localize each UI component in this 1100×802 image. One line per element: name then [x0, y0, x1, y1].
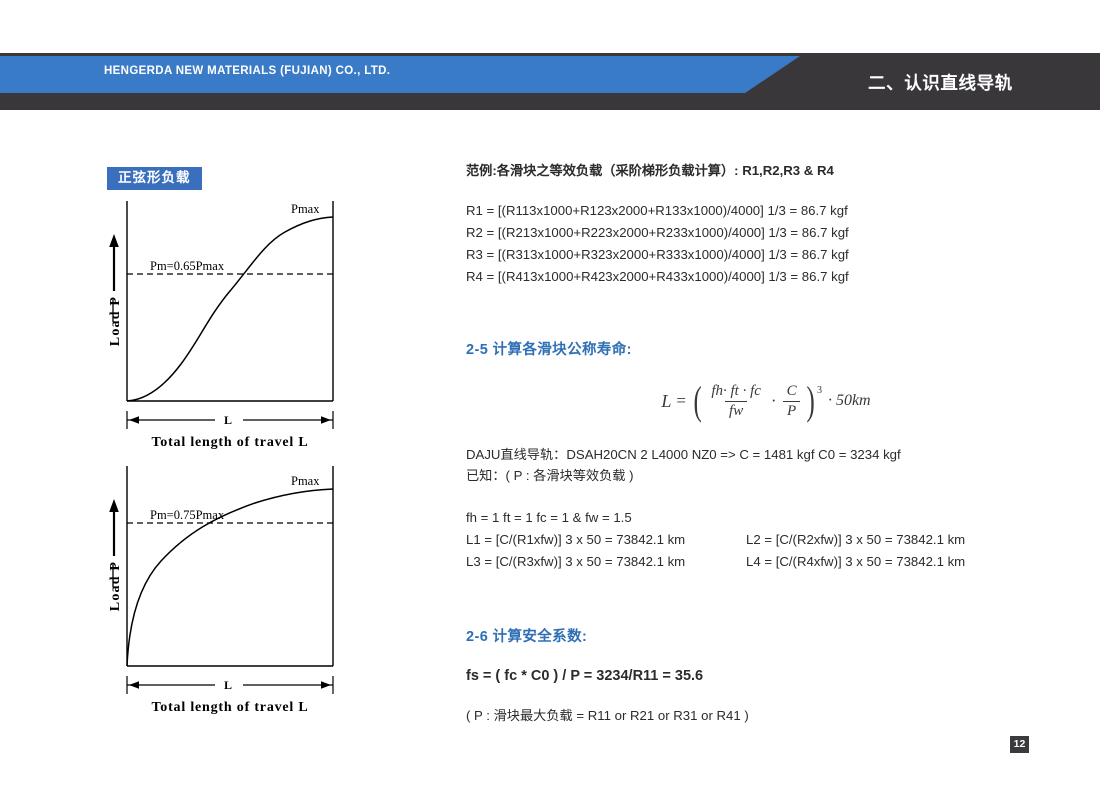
spacer — [466, 688, 1066, 705]
r4-line: R4 = [(R413x1000+R423x2000+R433x1000)/40… — [466, 268, 849, 284]
load-axis-arrow-head — [109, 499, 119, 512]
formula-equals: = — [676, 391, 687, 411]
span-arrow-left — [129, 416, 139, 424]
load-curve — [126, 488, 334, 667]
formula-tail: · 50km — [827, 392, 871, 410]
formula-lhs: L — [661, 390, 672, 411]
chart-sine-1-svg: L Pm=0.65Pmax Pmax Load P Total length o… — [108, 201, 334, 450]
span-arrow-right — [321, 681, 331, 689]
chart-section-label: 正弦形负载 — [107, 167, 202, 190]
span-arrow-left — [129, 681, 139, 689]
example-heading: 范例:各滑块之等效负载（采阶梯形负载计算）: R1,R2,R3 & R4 — [466, 163, 834, 178]
r2-line: R2 = [(R213x1000+R223x2000+R233x1000)/40… — [466, 224, 849, 240]
spacer — [466, 182, 1066, 200]
life-l1: L1 = [C/(R1xfw)] 3 x 50 = 73842.1 km — [466, 532, 686, 548]
y-axis-label: Load P — [108, 561, 123, 611]
header-blue-band — [0, 56, 800, 93]
daju-spec-line: DAJU直线导轨：DSAH20CN 2 L4000 NZ0 => C = 148… — [466, 446, 901, 462]
section-title: 二、认识直线导轨 — [868, 73, 1013, 93]
pm-label: Pm=0.75Pmax — [150, 508, 225, 522]
section-2-5-heading: 2-5 计算各滑块公称寿命: — [466, 341, 632, 358]
x-axis-label: Total length of travel L — [151, 700, 308, 715]
load-curve — [126, 216, 334, 402]
pm-label: Pm=0.65Pmax — [150, 259, 225, 273]
right-content-column: 范例:各滑块之等效负载（采阶梯形负载计算）: R1,R2,R3 & R4 R1 … — [466, 160, 1066, 727]
spacer — [466, 573, 1066, 625]
known-line: 已知：( P : 各滑块等效负载 ) — [466, 468, 634, 484]
chart-sine-2-svg: L Pm=0.75Pmax Pmax Load P Total length o… — [108, 466, 334, 715]
life-l3: L3 = [C/(R3xfw)] 3 x 50 = 73842.1 km — [466, 554, 686, 570]
nominal-life-formula: L = ( fh· ft · fc fw · C P ) 3 · 50km — [466, 378, 1066, 424]
pmax-label: Pmax — [291, 474, 320, 488]
formula-fraction-1: fh· ft · fc fw — [707, 383, 765, 420]
safety-factor-line: fs = ( fc * C0 ) / P = 3234/R11 = 35.6 — [466, 668, 704, 685]
formula-fraction-2: C P — [783, 383, 801, 420]
r3-line: R3 = [(R313x1000+R323x2000+R333x1000)/40… — [466, 246, 849, 262]
life-row-2: L3 = [C/(R3xfw)] 3 x 50 = 73842.1 km L4 … — [466, 551, 1066, 573]
life-row-1: L1 = [C/(R1xfw)] 3 x 50 = 73842.1 km L2 … — [466, 529, 1066, 551]
formula-dot: · — [770, 391, 777, 411]
y-axis-label: Load P — [108, 296, 123, 346]
x-axis-label: Total length of travel L — [151, 435, 308, 450]
spacer — [466, 288, 1066, 338]
formula-frac2-denominator: P — [783, 400, 801, 420]
life-l2: L2 = [C/(R2xfw)] 3 x 50 = 73842.1 km — [746, 532, 966, 548]
section-2-6-heading: 2-6 计算安全系数: — [466, 629, 588, 646]
spacer — [466, 646, 1066, 664]
page-number: 12 — [1010, 736, 1029, 753]
pmax-label: Pmax — [291, 202, 320, 216]
formula-right-paren: ) — [806, 378, 815, 424]
company-name: HENGERDA NEW MATERIALS (FUJIAN) CO., LTD… — [104, 65, 391, 77]
formula-inner: L = ( fh· ft · fc fw · C P ) 3 · 50km — [661, 378, 871, 424]
life-l4: L4 = [C/(R4xfw)] 3 x 50 = 73842.1 km — [746, 554, 966, 570]
factors-line: fh = 1 ft = 1 fc = 1 & fw = 1.5 — [466, 510, 632, 526]
formula-exponent: 3 — [816, 384, 822, 396]
span-label: L — [224, 413, 232, 427]
formula-left-paren: ( — [693, 378, 702, 424]
spacer — [466, 487, 1066, 507]
spacer — [466, 426, 1066, 444]
formula-frac1-numerator: fh· ft · fc — [711, 382, 761, 399]
safety-factor-note: ( P : 滑块最大负载 = R11 or R21 or R31 or R41 … — [466, 708, 749, 724]
formula-frac1-denominator: fw — [725, 400, 748, 420]
r1-line: R1 = [(R113x1000+R123x2000+R133x1000)/40… — [466, 202, 848, 218]
load-axis-arrow-head — [109, 234, 119, 247]
span-label: L — [224, 678, 232, 692]
span-arrow-right — [321, 416, 331, 424]
formula-frac2-numerator: C — [786, 382, 797, 399]
chart-sine-2: L Pm=0.75Pmax Pmax Load P Total length o… — [105, 461, 355, 716]
chart-sine-1: L Pm=0.65Pmax Pmax Load P Total length o… — [105, 196, 355, 451]
